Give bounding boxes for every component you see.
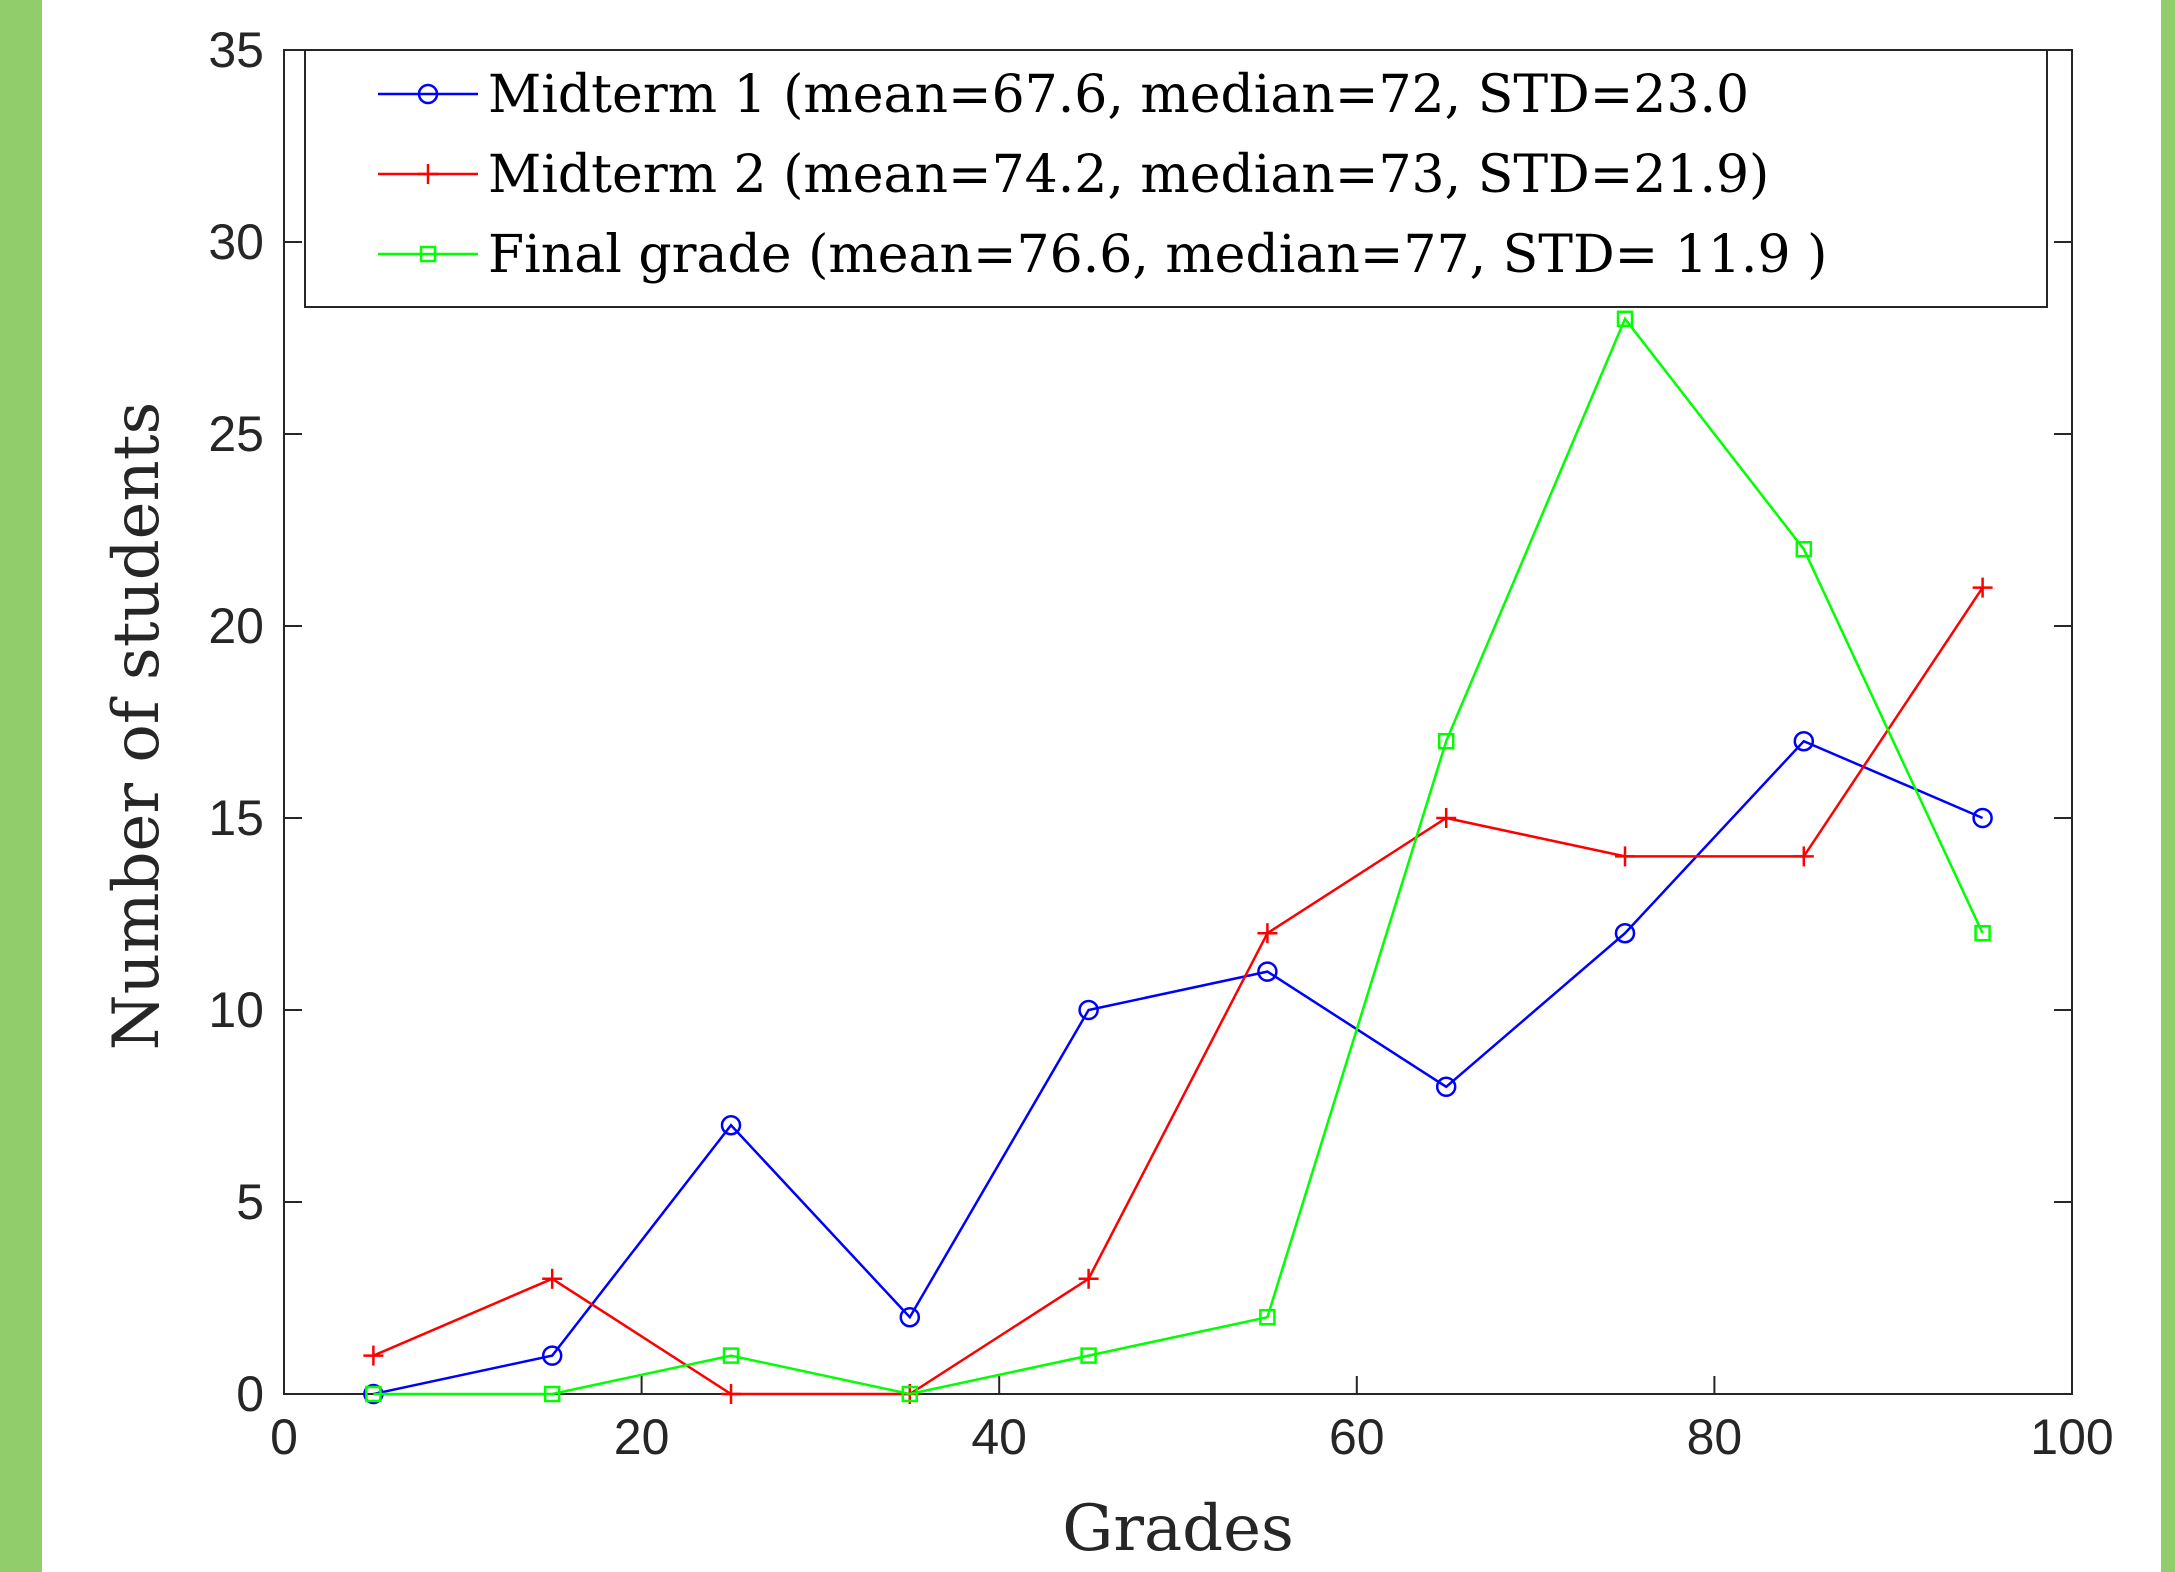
series-layer	[363, 310, 1993, 1405]
plus-marker	[1972, 577, 1993, 598]
y-tick-label: 30	[208, 214, 264, 270]
plus-marker	[1436, 808, 1457, 828]
series-line	[373, 739, 1984, 1396]
circle-marker	[1257, 961, 1278, 982]
square-marker	[722, 1347, 740, 1364]
x-axis-title: Grades	[1062, 1492, 1294, 1566]
legend-box	[304, 49, 2048, 308]
legend-label: Midterm 1 (mean=67.6, median=72, STD=23.…	[488, 65, 1749, 125]
x-tick-label: 100	[2030, 1409, 2113, 1465]
square-marker	[1795, 540, 1813, 558]
plus-marker	[363, 1345, 384, 1366]
legend: Midterm 1 (mean=67.6, median=72, STD=23.…	[304, 49, 2048, 308]
legend-entry: Midterm 2 (mean=74.2, median=73, STD=21.…	[378, 145, 1769, 205]
circle-marker	[1078, 999, 1099, 1021]
legend-label: Final grade (mean=76.6, median=77, STD= …	[488, 225, 1827, 285]
series-3	[365, 310, 1991, 1403]
square-marker	[1616, 310, 1634, 328]
x-tick-label: 60	[1329, 1409, 1385, 1465]
y-tick-label: 35	[208, 22, 264, 78]
plus-marker	[1257, 923, 1278, 944]
x-tick-label: 0	[270, 1409, 298, 1465]
y-tick-label: 15	[208, 790, 264, 846]
series-line	[372, 586, 1984, 1396]
y-tick-label: 20	[208, 598, 264, 654]
square-marker	[1437, 732, 1455, 750]
circle-marker	[899, 1306, 921, 1328]
x-tick-label: 80	[1687, 1409, 1743, 1465]
plus-marker	[1615, 846, 1635, 867]
plus-marker	[721, 1384, 741, 1404]
legend-entry: Final grade (mean=76.6, median=77, STD= …	[378, 225, 1827, 285]
x-axis: 0 20 40 60 80 100	[270, 50, 2114, 1465]
plus-marker	[1078, 1268, 1099, 1289]
x-tick-label: 40	[971, 1409, 1027, 1465]
circle-marker	[720, 1114, 742, 1136]
y-axis-title: Number of students	[100, 402, 174, 1051]
legend-entry: Midterm 1 (mean=67.6, median=72, STD=23.…	[378, 65, 1749, 125]
circle-marker	[1972, 807, 1993, 829]
circle-marker	[1614, 922, 1636, 944]
y-axis: 0 5 10 15 20 25 30 35	[208, 22, 2072, 1422]
square-marker	[419, 245, 437, 263]
circle-marker	[1435, 1076, 1457, 1098]
x-tick-label: 20	[614, 1409, 670, 1465]
square-marker	[1080, 1347, 1097, 1364]
square-marker	[901, 1385, 919, 1403]
y-tick-label: 25	[208, 406, 264, 462]
circle-marker	[417, 83, 439, 105]
plus-marker	[1793, 846, 1814, 867]
circle-marker	[1793, 730, 1815, 752]
y-tick-label: 10	[208, 982, 264, 1038]
legend-label: Midterm 2 (mean=74.2, median=73, STD=21.…	[488, 145, 1769, 205]
plus-marker	[542, 1268, 563, 1289]
square-marker	[1974, 924, 1991, 942]
series-line	[373, 316, 1984, 1396]
square-marker	[365, 1385, 382, 1403]
square-marker	[543, 1385, 561, 1403]
square-marker	[1259, 1308, 1276, 1326]
plus-marker	[418, 164, 438, 184]
y-tick-label: 5	[236, 1174, 264, 1230]
y-tick-label: 0	[236, 1366, 264, 1422]
circle-marker	[541, 1345, 563, 1366]
